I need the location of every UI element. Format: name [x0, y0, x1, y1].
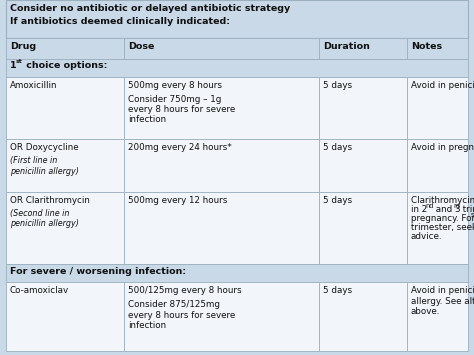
- Text: st: st: [471, 212, 474, 218]
- Bar: [407, 192, 468, 264]
- Text: Notes: Notes: [411, 42, 442, 51]
- Text: Co-amoxiclav: Co-amoxiclav: [10, 286, 69, 295]
- Bar: [319, 77, 407, 139]
- Bar: [6, 77, 124, 139]
- Text: Consider 875/125mg
every 8 hours for severe
infection: Consider 875/125mg every 8 hours for sev…: [128, 300, 235, 330]
- Text: For severe / worsening infection:: For severe / worsening infection:: [10, 267, 186, 276]
- Text: If antibiotics deemed clinically indicated:: If antibiotics deemed clinically indicat…: [10, 17, 230, 26]
- Bar: [124, 283, 319, 351]
- Text: in 2: in 2: [411, 204, 427, 214]
- Text: Clarithromycin suitable: Clarithromycin suitable: [411, 196, 474, 204]
- Text: 5 days: 5 days: [323, 143, 352, 152]
- Text: Avoid in pregnancy: Avoid in pregnancy: [411, 143, 474, 152]
- Text: OR Clarithromycin: OR Clarithromycin: [10, 196, 90, 204]
- Text: 200mg every 24 hours*: 200mg every 24 hours*: [128, 143, 232, 152]
- Bar: [124, 139, 319, 192]
- Text: Amoxicillin: Amoxicillin: [10, 81, 57, 90]
- Bar: [6, 0, 468, 38]
- Bar: [124, 38, 319, 59]
- Text: 1: 1: [10, 61, 17, 71]
- Text: advice.: advice.: [411, 232, 443, 241]
- Text: 500mg every 12 hours: 500mg every 12 hours: [128, 196, 228, 204]
- Text: trimester in: trimester in: [460, 204, 474, 214]
- Text: Drug: Drug: [10, 42, 36, 51]
- Text: (First line in
penicillin allergy): (First line in penicillin allergy): [10, 156, 79, 176]
- Text: nd: nd: [426, 203, 434, 209]
- Text: 500mg every 8 hours: 500mg every 8 hours: [128, 81, 222, 90]
- Text: Consider no antibiotic or delayed antibiotic strategy: Consider no antibiotic or delayed antibi…: [10, 4, 290, 13]
- Text: 5 days: 5 days: [323, 81, 352, 90]
- Text: (Second line in
penicillin allergy): (Second line in penicillin allergy): [10, 209, 79, 228]
- Text: 5 days: 5 days: [323, 286, 352, 295]
- Bar: [407, 283, 468, 351]
- Text: OR Doxycycline: OR Doxycycline: [10, 143, 79, 152]
- Bar: [319, 283, 407, 351]
- Bar: [6, 283, 124, 351]
- Bar: [6, 38, 124, 59]
- Text: and 3: and 3: [433, 204, 461, 214]
- Text: Duration: Duration: [323, 42, 370, 51]
- Bar: [407, 139, 468, 192]
- Text: Avoid in penicillin
allergy. See alternatives
above.: Avoid in penicillin allergy. See alterna…: [411, 286, 474, 316]
- Bar: [6, 192, 124, 264]
- Text: rd: rd: [453, 203, 460, 209]
- Text: 5 days: 5 days: [323, 196, 352, 204]
- Text: 500/125mg every 8 hours: 500/125mg every 8 hours: [128, 286, 242, 295]
- Bar: [6, 139, 124, 192]
- Text: Dose: Dose: [128, 42, 155, 51]
- Bar: [319, 139, 407, 192]
- Bar: [124, 77, 319, 139]
- Bar: [407, 77, 468, 139]
- Text: Avoid in penicillin allergy: Avoid in penicillin allergy: [411, 81, 474, 90]
- Bar: [6, 59, 468, 77]
- Text: trimester, seek specialist: trimester, seek specialist: [411, 223, 474, 232]
- Text: pregnancy. For 1: pregnancy. For 1: [411, 214, 474, 223]
- Text: Consider 750mg – 1g
every 8 hours for severe
infection: Consider 750mg – 1g every 8 hours for se…: [128, 95, 235, 125]
- Text: st: st: [16, 59, 23, 64]
- Bar: [319, 192, 407, 264]
- Bar: [407, 38, 468, 59]
- Bar: [6, 264, 468, 283]
- Bar: [319, 38, 407, 59]
- Bar: [124, 192, 319, 264]
- Text: choice options:: choice options:: [23, 61, 108, 71]
